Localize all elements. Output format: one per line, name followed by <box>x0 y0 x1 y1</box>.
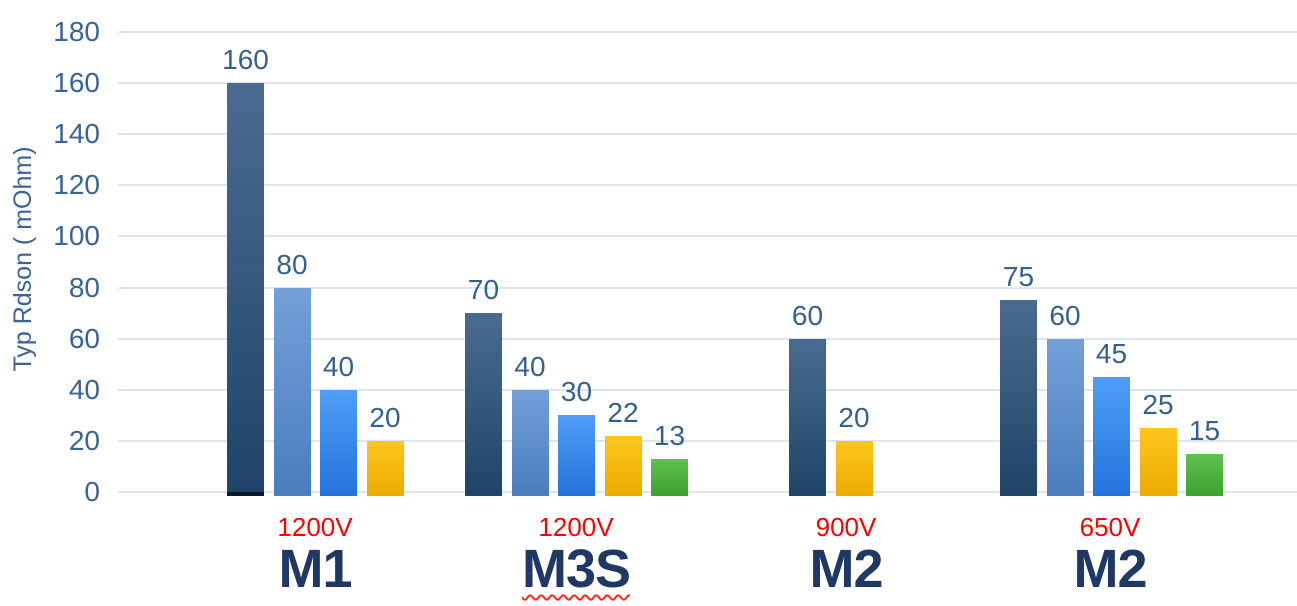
gridline <box>118 337 1297 340</box>
gridline <box>118 491 1297 493</box>
gridline <box>118 133 1297 136</box>
group-name-label: M1 <box>278 539 352 599</box>
bar-bright-blue <box>320 389 357 496</box>
bar-value-label: 20 <box>369 401 401 433</box>
y-tick-label: 60 <box>68 322 100 354</box>
bar-value-label: 40 <box>514 350 546 382</box>
bar-bright-blue <box>1093 377 1130 496</box>
bar-value-label: 25 <box>1142 389 1174 421</box>
bar-value-label: 75 <box>1002 261 1035 293</box>
gridline <box>118 439 1297 442</box>
y-tick-label: 140 <box>53 118 100 150</box>
bar-yellow <box>604 435 642 496</box>
y-tick-label: 0 <box>84 476 100 507</box>
y-tick-label: 120 <box>53 169 100 201</box>
y-tick-label: 40 <box>68 373 100 405</box>
bar-value-label: 60 <box>791 299 824 331</box>
y-tick-label: 180 <box>53 16 100 47</box>
bar-value-label: 80 <box>276 248 308 280</box>
gridline <box>118 286 1297 289</box>
y-tick-label: 160 <box>53 67 100 99</box>
bar-value-label: 20 <box>838 401 870 433</box>
bar-medium-blue <box>1046 338 1084 496</box>
bar-value-label: 13 <box>653 419 686 451</box>
bar-dark-blue <box>1000 300 1037 496</box>
y-tick-label: 20 <box>68 424 100 456</box>
group-voltage-label: 1200V <box>277 512 353 542</box>
bar-value-label: 70 <box>467 274 500 306</box>
group-name-label: M2 <box>809 539 883 599</box>
y-tick-label: 100 <box>53 220 100 252</box>
bar-value-label: 22 <box>607 396 639 428</box>
gridline <box>118 184 1297 187</box>
bar-yellow <box>835 440 873 496</box>
gridline <box>118 82 1297 85</box>
bar-yellow <box>366 440 404 496</box>
gridline <box>118 388 1297 391</box>
bar-value-label: 15 <box>1188 414 1221 446</box>
bar-value-label: 30 <box>560 376 593 408</box>
bar-yellow <box>1139 428 1177 496</box>
bar-medium-blue <box>273 287 311 496</box>
y-tick-label: 80 <box>68 271 100 303</box>
group-name-label: M2 <box>1073 539 1147 599</box>
gridline <box>118 31 1297 33</box>
group-name-label: M3S <box>521 539 631 599</box>
gridline <box>118 235 1297 238</box>
bar-value-label: 40 <box>322 350 355 382</box>
bar-green <box>651 458 688 496</box>
bar-value-label: 60 <box>1049 299 1081 331</box>
bar-dark-blue <box>789 338 826 496</box>
group-voltage-label: 650V <box>1079 512 1141 542</box>
group-voltage-label: 1200V <box>538 512 614 542</box>
group-voltage-label: 900V <box>815 512 877 542</box>
bar-value-label: 160 <box>222 44 269 76</box>
bar-bright-blue <box>558 415 595 496</box>
bar-value-label: 45 <box>1095 338 1128 369</box>
bar-dark-blue <box>465 313 502 496</box>
bar-green <box>1186 453 1223 496</box>
bar-dark-blue <box>227 83 264 496</box>
bar-medium-blue <box>511 389 549 496</box>
